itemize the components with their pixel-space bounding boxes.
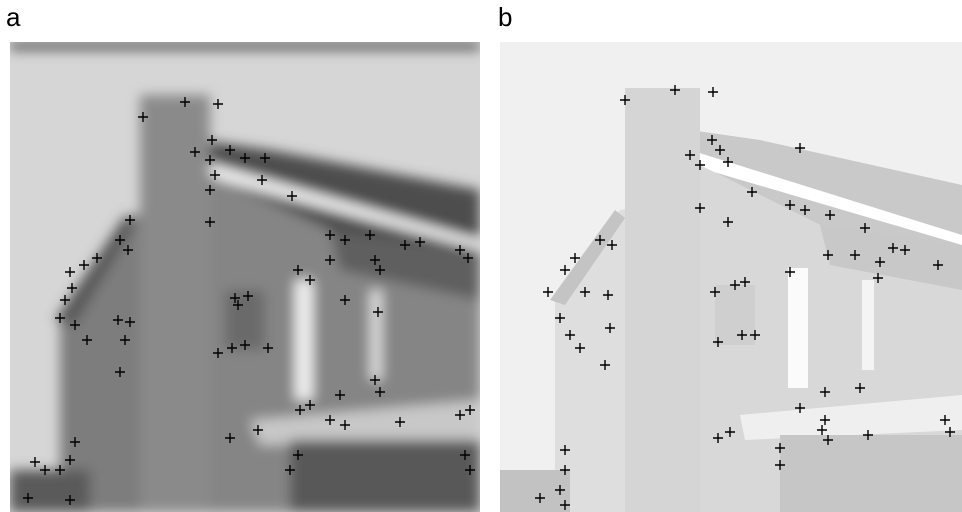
page: a b [0, 0, 962, 512]
image-a [10, 42, 480, 512]
panel-label: a [6, 2, 21, 32]
figure: a b [0, 0, 962, 512]
image-b [500, 42, 962, 512]
panel-label: b [498, 2, 512, 32]
